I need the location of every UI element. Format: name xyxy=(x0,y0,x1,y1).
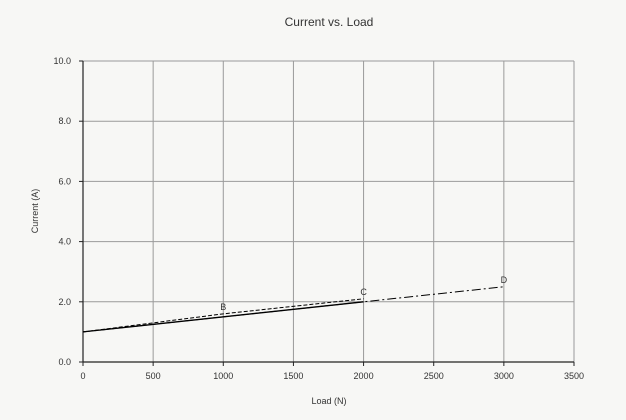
x-tick-label: 2000 xyxy=(354,371,374,381)
x-tick-label: 3000 xyxy=(494,371,514,381)
x-tick-label: 2500 xyxy=(424,371,444,381)
y-tick-label: 2.0 xyxy=(58,297,71,307)
y-tick-label: 6.0 xyxy=(58,176,71,186)
y-tick-label: 4.0 xyxy=(58,237,71,247)
x-tick-label: 3500 xyxy=(564,371,584,381)
axes: 0 500 1000 1500 2000 2500 3000 3500 0.0 2.0 4.0 6.0… xyxy=(53,56,584,381)
point-labels: B C D xyxy=(220,275,507,312)
grid xyxy=(83,60,575,362)
y-tick-label: 0.0 xyxy=(58,357,71,367)
y-tick-label: 8.0 xyxy=(58,116,71,126)
x-tick-label: 1000 xyxy=(213,371,233,381)
chart-title: Current vs. Load xyxy=(285,15,374,29)
series-line-dashed xyxy=(82,298,364,333)
point-label-D: D xyxy=(501,275,508,285)
series-layer xyxy=(82,286,504,333)
point-label-B: B xyxy=(220,302,226,312)
x-axis-title: Load (N) xyxy=(311,396,346,406)
x-tick-label: 1500 xyxy=(283,371,303,381)
point-label-C: C xyxy=(360,287,367,297)
x-tick-label: 500 xyxy=(146,371,161,381)
y-axis-title: Current (A) xyxy=(30,189,40,234)
series-line-dashdot xyxy=(82,286,504,333)
y-tick-label: 10.0 xyxy=(53,56,71,66)
x-tick-label: 0 xyxy=(80,371,85,381)
